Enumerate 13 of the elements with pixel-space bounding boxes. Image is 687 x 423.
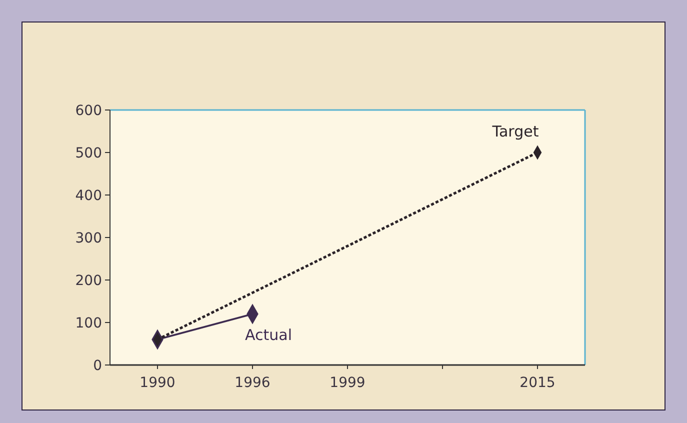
y-tick-label: 100 xyxy=(75,316,102,332)
x-tick-label: 1990 xyxy=(140,375,176,391)
y-tick-label: 500 xyxy=(75,146,102,162)
series-label: Actual xyxy=(245,326,292,344)
x-tick-label: 2015 xyxy=(520,375,556,391)
x-tick-label: 1999 xyxy=(330,375,366,391)
y-tick-label: 600 xyxy=(75,103,102,119)
y-tick-label: 400 xyxy=(75,188,102,204)
x-tick-label: 1996 xyxy=(234,375,270,391)
y-tick-label: 0 xyxy=(93,358,102,374)
series-label: Target xyxy=(491,122,539,140)
y-tick-label: 300 xyxy=(75,230,102,246)
y-tick-label: 200 xyxy=(75,273,102,289)
